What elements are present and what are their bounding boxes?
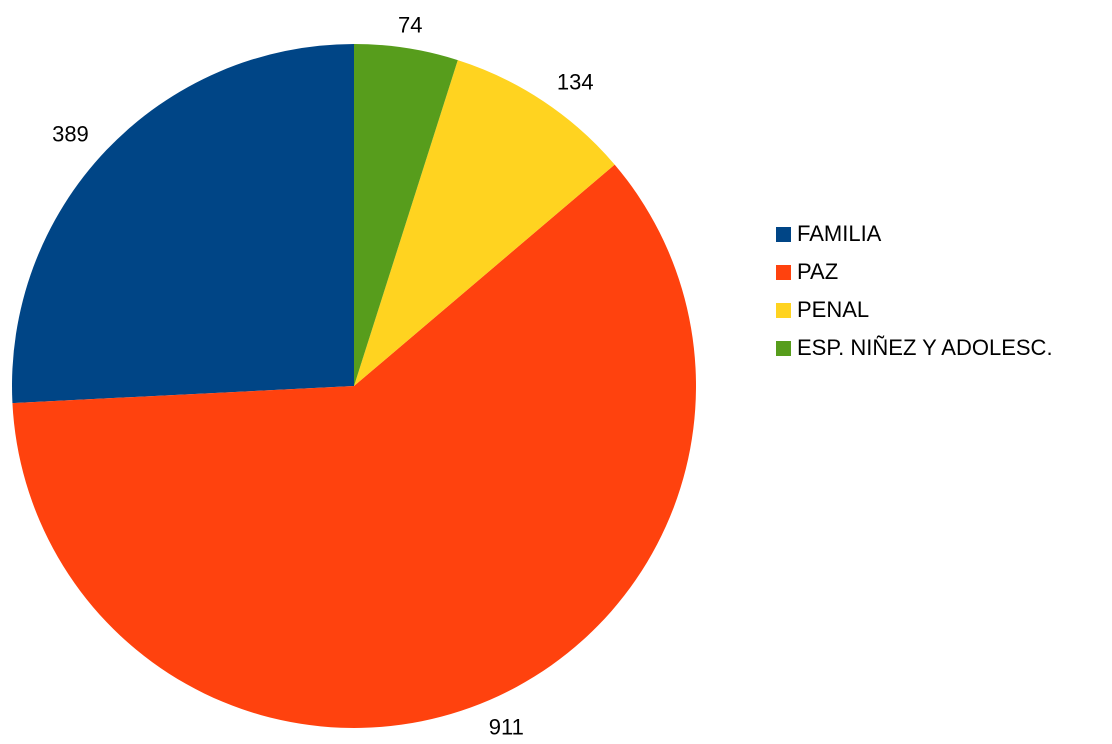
pie-slice-familia [12, 44, 355, 404]
legend-item: PENAL [776, 291, 1053, 329]
legend-item: FAMILIA [776, 215, 1053, 253]
pie-slice-penal [354, 60, 615, 386]
legend-label: PAZ [797, 259, 839, 284]
legend-item: PAZ [776, 253, 1053, 291]
legend-swatch [776, 226, 791, 242]
pie-slices [12, 44, 697, 728]
legend-item: ESP. NIÑEZ Y ADOLESC. [776, 329, 1053, 367]
legend-label: ESP. NIÑEZ Y ADOLESC. [797, 335, 1053, 360]
data-label: 911 [489, 714, 524, 739]
legend-swatch [776, 264, 791, 280]
data-label: 134 [557, 69, 594, 94]
pie-slice-paz [12, 164, 697, 728]
legend-label: PENAL [797, 297, 870, 322]
pie-slice-esp-ni-ez-y-adolesc [354, 44, 458, 386]
data-label: 389 [52, 122, 89, 147]
legend-swatch [776, 340, 791, 356]
legend-label: FAMILIA [797, 221, 882, 246]
data-label: 74 [398, 12, 422, 37]
legend-swatch [776, 302, 791, 318]
chart-legend: FAMILIA PAZ PENAL ESP. NIÑEZ Y ADOLESC. [776, 215, 1053, 367]
data-labels: 389 911 134 74 [52, 12, 593, 739]
